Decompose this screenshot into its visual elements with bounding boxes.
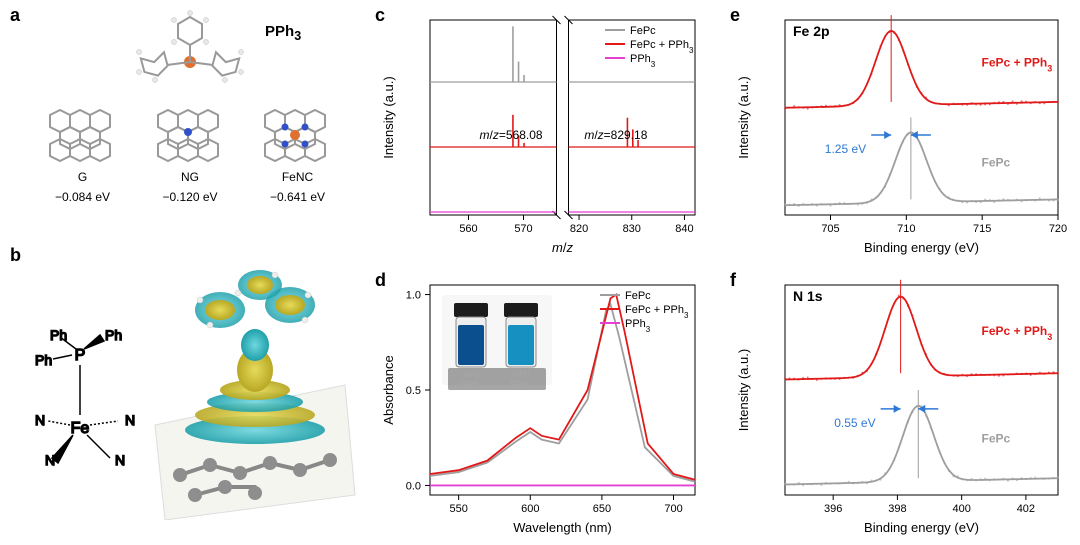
substrate-g-name: G [35,170,130,184]
panel-f-label: f [730,270,736,291]
svg-text:570: 570 [514,223,532,235]
panel-e-chart: 705 710 715 720 Binding energy (eV) Intensity… [730,5,1070,260]
svg-text:0.55 eV: 0.55 eV [834,416,875,430]
svg-text:P: P [75,347,86,364]
svg-text:N: N [125,412,135,428]
svg-text:840: 840 [675,223,693,235]
panel-f-chart: 396 398 400 402 Binding energy (eV) Intensity… [730,270,1070,540]
substrate-ng: NG −0.120 eV [143,105,238,204]
svg-text:FePc + PPh3: FePc + PPh3 [982,324,1053,342]
panel-d-chart: 550 600 650 700 0.0 0.5 1.0 Wavelength (nm) Abso… [375,270,705,540]
svg-text:Wavelength (nm): Wavelength (nm) [513,520,612,535]
graphene-lattice-icon [35,105,130,165]
substrate-row: G −0.084 eV NG −0.120 eV [35,105,345,204]
svg-text:830: 830 [623,223,641,235]
svg-text:0.0: 0.0 [406,480,421,492]
panel-d: d 550 600 650 700 0.0 0.5 1.0 Wavelength (nm) Ab… [375,270,705,540]
substrate-ng-energy: −0.120 eV [143,190,238,204]
panel-b: b P Ph Ph Ph Fe N N N N [10,245,355,540]
panel-c-label: c [375,5,385,26]
svg-text:PPh3: PPh3 [630,53,656,69]
substrate-ng-name: NG [143,170,238,184]
svg-text:402: 402 [1017,503,1035,515]
svg-text:Ph: Ph [105,327,122,343]
panel-a: a PPh3 [10,5,355,235]
svg-text:Fe: Fe [71,420,90,437]
panel-a-label: a [10,5,20,26]
svg-text:400: 400 [952,503,970,515]
svg-text:720: 720 [1049,223,1067,235]
svg-text:Intensity (a.u.): Intensity (a.u.) [736,349,751,431]
svg-text:Absorbance: Absorbance [381,355,396,424]
svg-text:1.0: 1.0 [406,290,421,302]
svg-text:m/z=568.08: m/z=568.08 [480,128,543,142]
svg-text:N: N [115,452,125,468]
svg-text:Ph: Ph [35,352,52,368]
substrate-fenc-energy: −0.641 eV [250,190,345,204]
charge-density-render-icon [150,265,360,520]
pph3-molecule-icon [125,7,255,102]
ng-lattice-icon [143,105,238,165]
panel-c-chart: 560 570 820 830 840 m/z Intensity (a.u.) m/z=56… [375,5,705,260]
svg-text:600: 600 [521,503,539,515]
panel-e-label: e [730,5,740,26]
svg-text:705: 705 [821,223,839,235]
svg-text:Binding energy (eV): Binding energy (eV) [864,240,979,255]
svg-text:Fe 2p: Fe 2p [793,23,830,39]
panel-c: c 560 570 820 830 840 m/z Intensity (a.u.) m/z=… [375,5,705,260]
svg-text:m/z: m/z [552,240,573,255]
coordination-scheme-icon: P Ph Ph Ph Fe N N N N [20,315,150,495]
svg-text:398: 398 [888,503,906,515]
substrate-g: G −0.084 eV [35,105,130,204]
svg-text:N 1s: N 1s [793,288,823,304]
svg-text:Intensity (a.u.): Intensity (a.u.) [736,76,751,158]
svg-text:FePc: FePc [625,290,651,302]
svg-text:N: N [35,412,45,428]
svg-text:FePc: FePc [982,432,1011,446]
substrate-fenc-name: FeNC [250,170,345,184]
svg-text:Intensity (a.u.): Intensity (a.u.) [381,76,396,158]
svg-text:710: 710 [897,223,915,235]
svg-text:Binding energy (eV): Binding energy (eV) [864,520,979,535]
fenc-lattice-icon [250,105,345,165]
svg-text:550: 550 [449,503,467,515]
svg-text:700: 700 [664,503,682,515]
svg-text:FePc: FePc [982,155,1011,169]
svg-text:715: 715 [973,223,991,235]
svg-text:PPh3: PPh3 [625,318,651,334]
svg-text:1.25 eV: 1.25 eV [825,142,866,156]
svg-text:FePc: FePc [630,25,656,37]
svg-text:m/z=829.18: m/z=829.18 [584,128,647,142]
substrate-g-energy: −0.084 eV [35,190,130,204]
panel-b-label: b [10,245,21,266]
panel-d-label: d [375,270,386,291]
svg-text:650: 650 [593,503,611,515]
svg-text:560: 560 [459,223,477,235]
pph3-label: PPh3 [265,23,301,43]
panel-e: e 705 710 715 720 Binding energy (eV) Intensi… [730,5,1070,260]
svg-text:FePc + PPh3: FePc + PPh3 [982,55,1053,73]
svg-text:0.5: 0.5 [406,385,421,397]
panel-f: f 396 398 400 402 Binding energy (eV) Intensi… [730,270,1070,540]
substrate-fenc: FeNC −0.641 eV [250,105,345,204]
svg-text:396: 396 [824,503,842,515]
svg-text:820: 820 [570,223,588,235]
